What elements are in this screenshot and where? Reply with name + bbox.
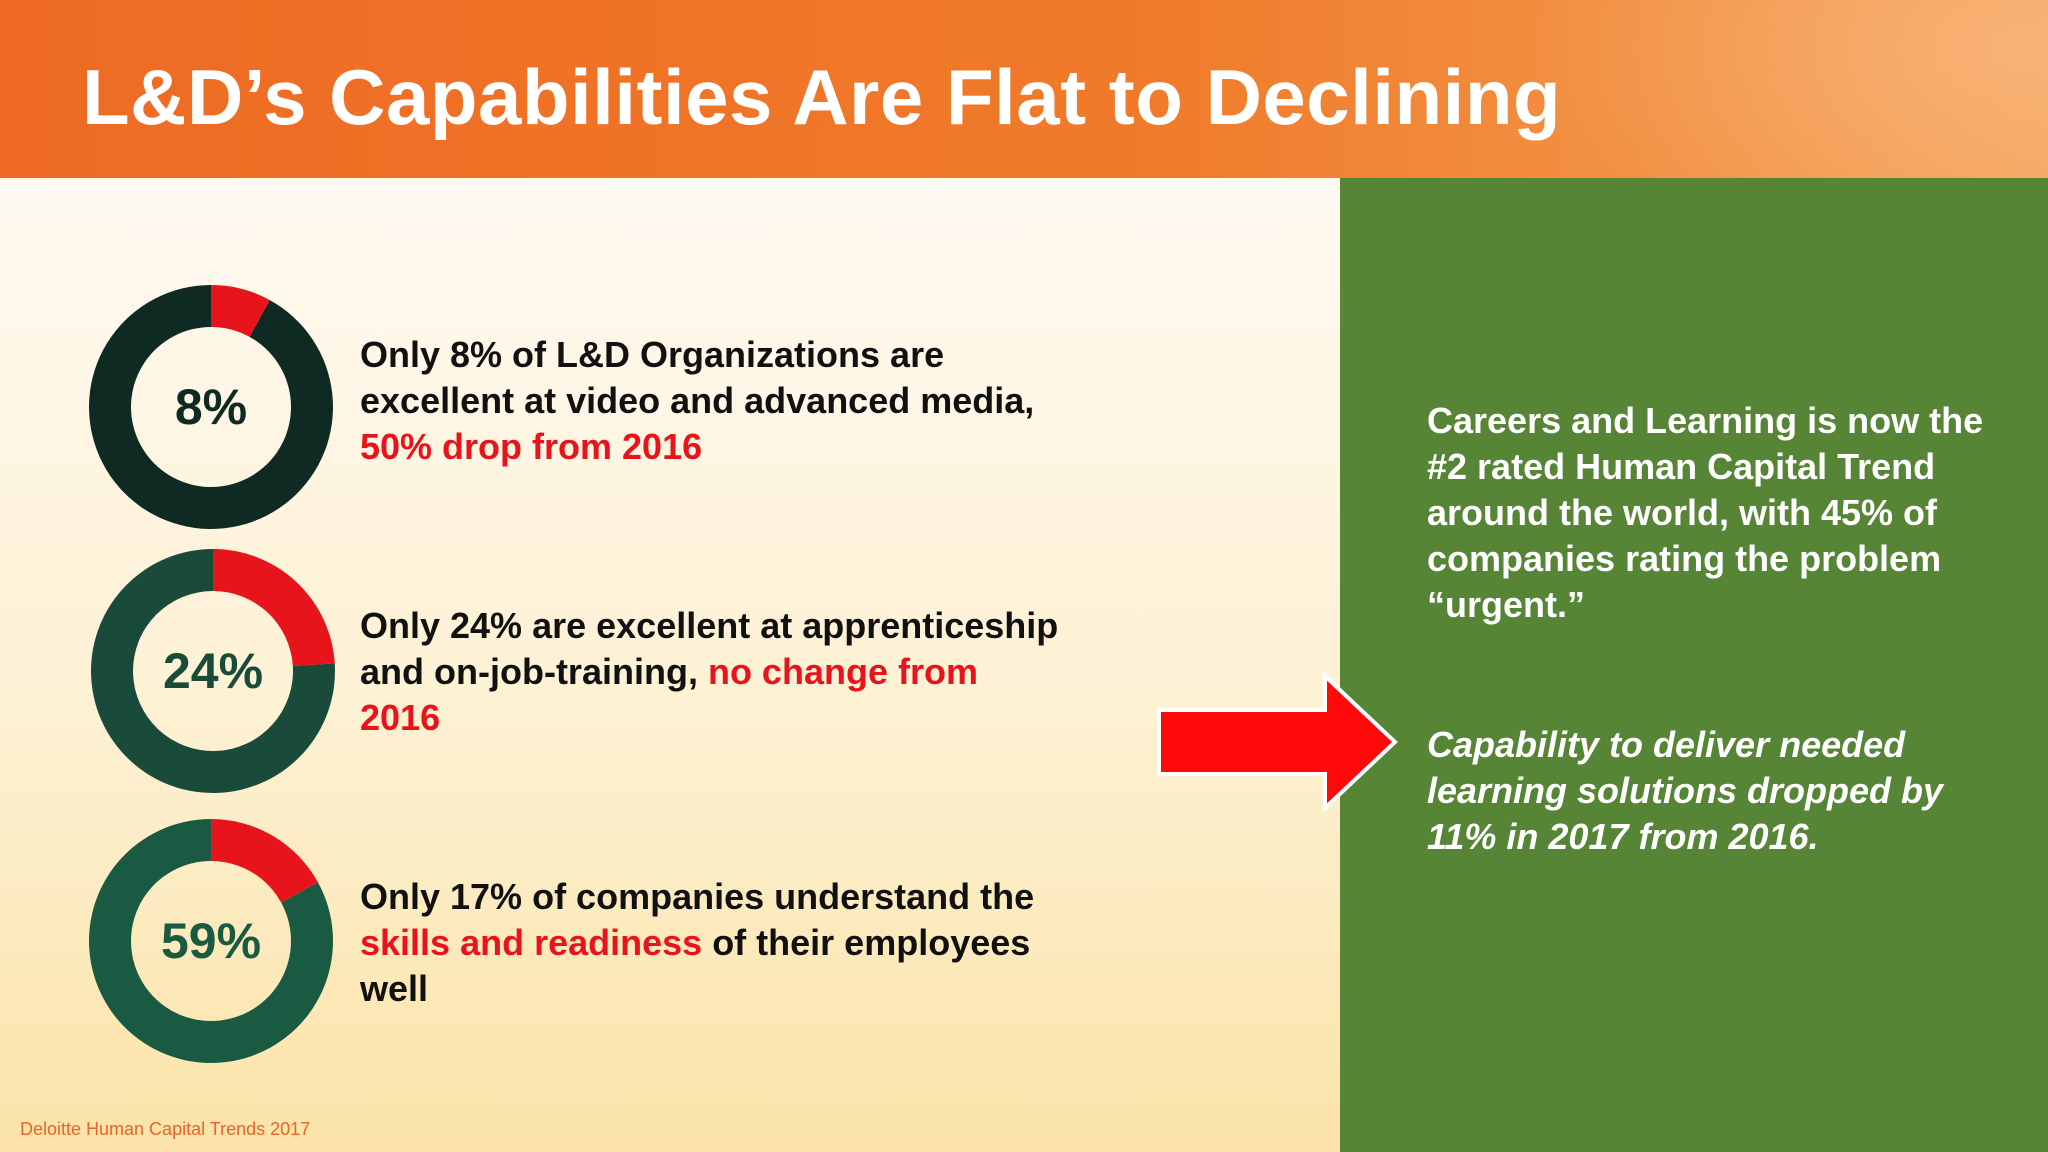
stat-text-main: Only 24% are excellent at apprenticeship…	[360, 605, 1059, 692]
donut-slice-highlight	[211, 819, 318, 903]
donut-label: 59%	[160, 913, 262, 969]
donut-svg	[88, 819, 334, 1063]
page-title: L&D’s Capabilities Are Flat to Declining	[82, 53, 1562, 141]
donut-svg	[91, 549, 336, 793]
donut-chart-video-media: 8%	[86, 282, 336, 532]
stat-text-tail: of their employees well	[360, 922, 1031, 1009]
donut-slice-highlight	[213, 549, 335, 666]
donut-chart-skills-readiness: 59%	[86, 816, 336, 1066]
capability-drop-paragraph: Capability to deliver needed learning so…	[1427, 724, 1944, 857]
donut-slice-remaining	[88, 285, 334, 529]
stat-text-main: Only 8% of L&D Organizations are excelle…	[360, 334, 1035, 421]
header-banner: L&D’s Capabilities Are Flat to Declining	[0, 0, 2048, 178]
stat-text-highlight: skills and readiness	[360, 922, 703, 963]
stat-text-highlight: 50% drop from 2016	[360, 426, 703, 467]
careers-learning-paragraph: Careers and Learning is now the #2 rated…	[1427, 400, 1984, 625]
stat-text-main: Only 17% of companies understand the	[360, 876, 1035, 917]
left-panel	[0, 178, 1340, 1152]
donut-label: 24%	[162, 643, 264, 699]
stat-text-apprenticeship: Only 24% are excellent at apprenticeship…	[360, 603, 1060, 741]
stat-text-video-media: Only 8% of L&D Organizations are excelle…	[360, 332, 1060, 470]
donut-slice-remaining	[88, 819, 334, 1063]
donut-slice-remaining	[91, 549, 336, 793]
donut-slice-highlight	[211, 285, 270, 337]
stat-text-highlight: no change from 2016	[360, 651, 978, 738]
donut-label: 8%	[174, 379, 248, 435]
donut-chart-apprenticeship: 24%	[88, 546, 338, 796]
right-panel	[1340, 178, 2048, 1152]
arrow-right-icon	[1157, 672, 1398, 812]
donut-svg	[88, 285, 334, 529]
source-footnote: Deloitte Human Capital Trends 2017	[20, 1119, 311, 1139]
stat-text-skills-readiness: Only 17% of companies understand the ski…	[360, 874, 1060, 1012]
